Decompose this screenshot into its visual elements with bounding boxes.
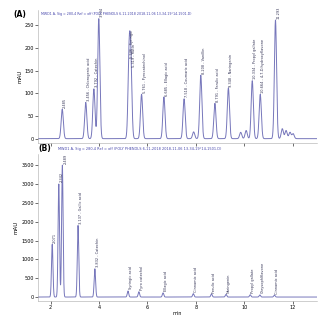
Text: Syringic acid: Syringic acid: [129, 267, 133, 290]
Text: 5.319 - Rutin: 5.319 - Rutin: [132, 44, 136, 67]
Text: 5.761 - Pyrocatechinol: 5.761 - Pyrocatechinol: [142, 53, 147, 93]
Text: 3.832 - Catechin: 3.832 - Catechin: [96, 238, 100, 267]
Text: 10.334 - Propyl gallate: 10.334 - Propyl gallate: [253, 39, 257, 79]
Text: 2.485: 2.485: [63, 98, 67, 108]
Text: 3.456 - Chlorogenic acid: 3.456 - Chlorogenic acid: [87, 58, 91, 101]
Y-axis label: mAU: mAU: [14, 221, 19, 234]
Text: 2.489: 2.489: [63, 154, 67, 164]
Text: Cinnamic acid: Cinnamic acid: [194, 267, 198, 292]
Text: Cinnamic acid: Cinnamic acid: [276, 268, 279, 294]
Text: 3.994: 3.994: [100, 7, 104, 17]
Text: 2.342: 2.342: [60, 172, 64, 182]
Text: Pyro catechol: Pyro catechol: [140, 266, 144, 290]
Text: 8.791 - Ferulic acid: 8.791 - Ferulic acid: [216, 68, 220, 102]
Text: Ferulic acid: Ferulic acid: [212, 272, 216, 292]
Text: 7.518 - Coumaric acid: 7.518 - Coumaric acid: [185, 58, 189, 98]
Text: 9.348 - Naringenin: 9.348 - Naringenin: [229, 53, 233, 87]
Text: 8.208 - Vanillin: 8.208 - Vanillin: [202, 48, 206, 74]
Text: MWD1 A, Sig = 280,4 Ref = off (POLY PHENOLS 6-11-2018 2018-11-06 13-34-19°14-150: MWD1 A, Sig = 280,4 Ref = off (POLY PHEN…: [58, 147, 221, 150]
Text: 3.137 - Gallic acid: 3.137 - Gallic acid: [79, 192, 83, 224]
Text: (B): (B): [38, 144, 51, 153]
X-axis label: min: min: [173, 311, 182, 316]
Text: Propyl gallate: Propyl gallate: [251, 269, 255, 293]
Text: Ellagic acid: Ellagic acid: [164, 271, 168, 292]
Text: MWD1 A, Sig = 280,4 Ref = off (POLY PHENOLS 6-11-2018 2018-11-06 13-34-19°14-150: MWD1 A, Sig = 280,4 Ref = off (POLY PHEN…: [41, 12, 192, 16]
Text: Chrysophlflavone: Chrysophlflavone: [261, 262, 265, 293]
Text: 5.246 - Syringic: 5.246 - Syringic: [130, 30, 134, 58]
Text: 11.293: 11.293: [276, 6, 280, 19]
Text: 2.071: 2.071: [53, 233, 57, 243]
Text: 10.664 - 4,7-Dihydroxyflavone: 10.664 - 4,7-Dihydroxyflavone: [261, 39, 265, 93]
Text: (A): (A): [13, 10, 26, 19]
Y-axis label: mAU: mAU: [17, 70, 22, 83]
Text: 3.792 - Catechin: 3.792 - Catechin: [95, 58, 99, 87]
Text: Naringenin: Naringenin: [227, 274, 231, 293]
Text: 6.685 - Ellagic acid: 6.685 - Ellagic acid: [165, 62, 169, 96]
